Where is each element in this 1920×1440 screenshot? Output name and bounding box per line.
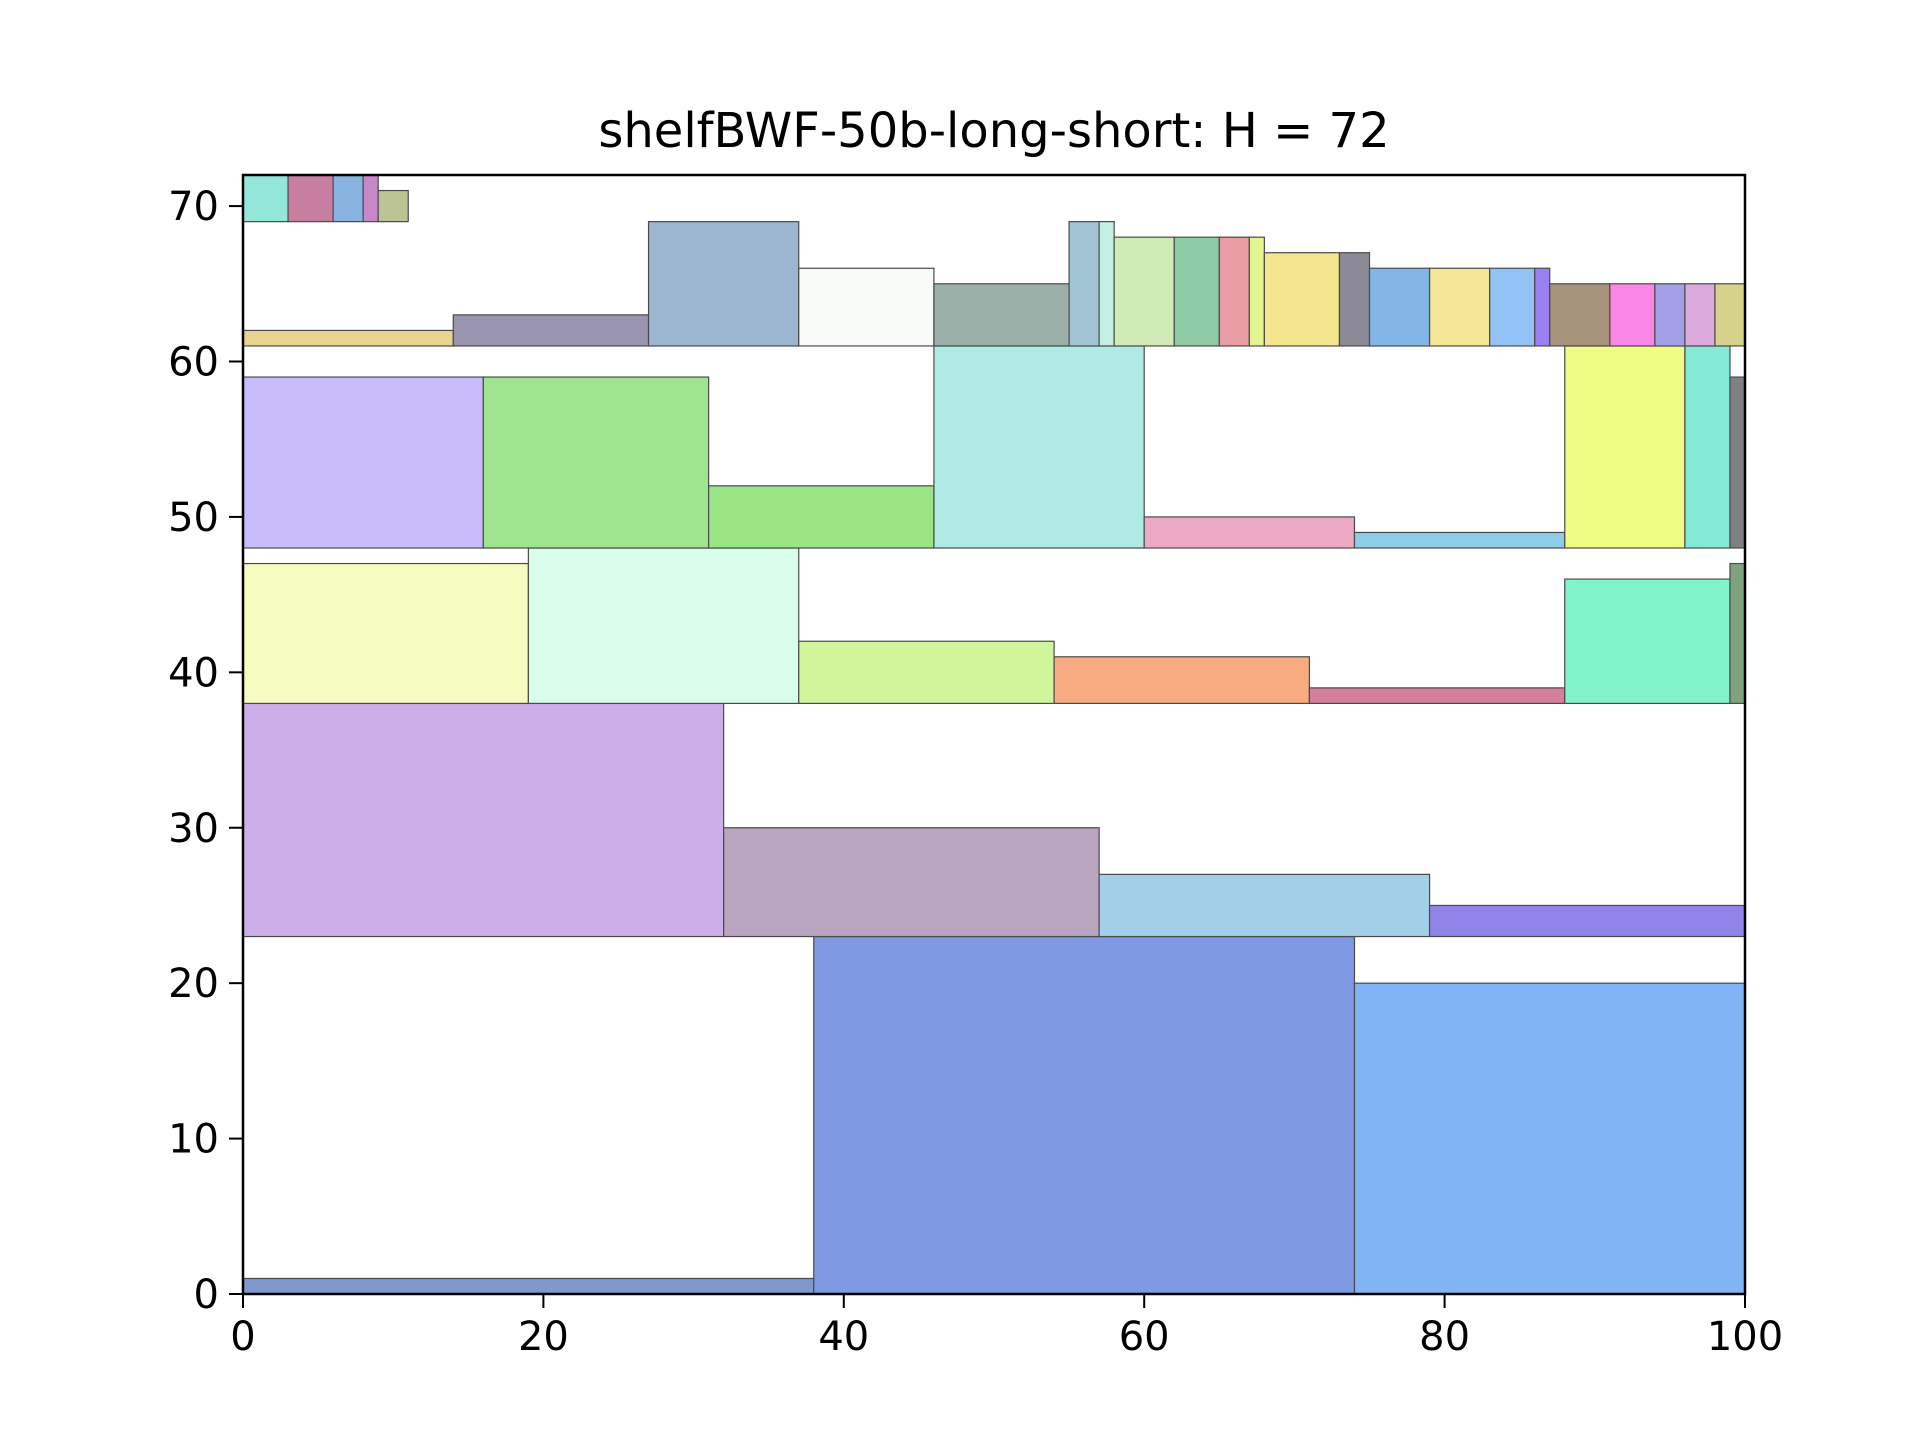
y-tick-label-1: 10 bbox=[168, 1117, 219, 1163]
packed-rect-21 bbox=[1684, 345, 1731, 549]
packed-rect-45 bbox=[242, 174, 289, 223]
y-tick-label-6: 60 bbox=[168, 340, 219, 386]
packed-rect-8 bbox=[527, 547, 800, 705]
packed-rect-27 bbox=[933, 283, 1070, 347]
packed-rect-32 bbox=[1218, 236, 1250, 347]
packed-rect-13 bbox=[1729, 562, 1746, 705]
y-tick-label-0: 0 bbox=[194, 1272, 219, 1318]
packed-rect-22 bbox=[1729, 376, 1746, 549]
packed-rect-26 bbox=[798, 267, 935, 347]
y-tick-label-5: 50 bbox=[168, 495, 219, 541]
packed-rect-18 bbox=[1143, 516, 1356, 549]
packed-rect-23 bbox=[242, 329, 454, 347]
packed-rect-49 bbox=[377, 189, 409, 223]
chart-title: shelfBWF-50b-long-short: H = 72 bbox=[598, 103, 1389, 159]
packed-rect-42 bbox=[1654, 283, 1686, 347]
packed-rect-33 bbox=[1248, 236, 1265, 347]
packed-rect-40 bbox=[1549, 283, 1611, 347]
packed-rect-0 bbox=[242, 1277, 815, 1295]
x-tick-label-1: 20 bbox=[518, 1314, 569, 1360]
packed-rect-36 bbox=[1368, 267, 1431, 347]
packed-rect-3 bbox=[242, 702, 725, 938]
packed-rect-24 bbox=[452, 314, 650, 347]
packed-rect-34 bbox=[1263, 252, 1341, 347]
packed-rect-9 bbox=[798, 640, 1055, 705]
packed-rect-25 bbox=[647, 221, 800, 347]
packed-rect-6 bbox=[1428, 904, 1746, 938]
x-tick-label-4: 80 bbox=[1419, 1314, 1470, 1360]
packed-rect-41 bbox=[1609, 283, 1656, 347]
packed-rect-16 bbox=[708, 485, 935, 549]
packed-rect-1 bbox=[813, 935, 1356, 1295]
packed-rect-5 bbox=[1098, 873, 1431, 938]
packed-rect-31 bbox=[1173, 236, 1220, 347]
packed-rect-38 bbox=[1489, 267, 1536, 347]
packed-rect-47 bbox=[332, 174, 364, 223]
packed-rect-10 bbox=[1053, 656, 1311, 705]
plot-frame bbox=[241, 173, 1747, 1296]
packed-rect-48 bbox=[362, 174, 379, 223]
packed-rect-17 bbox=[933, 345, 1145, 549]
packed-rect-19 bbox=[1353, 531, 1566, 549]
axes-layer: 0 20 40 60 80 100 0 10 20 30 40 50 60 70 bbox=[168, 173, 1783, 1360]
packed-rect-14 bbox=[242, 376, 484, 549]
packed-rect-15 bbox=[482, 376, 710, 549]
rectangles-layer bbox=[242, 174, 1746, 1295]
packed-rect-4 bbox=[723, 827, 1100, 938]
y-tick-label-4: 40 bbox=[168, 650, 219, 696]
packed-rect-44 bbox=[1714, 283, 1746, 347]
y-tick-label-3: 30 bbox=[168, 806, 219, 852]
packed-rect-7 bbox=[242, 562, 529, 705]
packed-rect-28 bbox=[1068, 221, 1100, 347]
packed-rect-29 bbox=[1098, 221, 1115, 347]
packed-rect-43 bbox=[1684, 283, 1716, 347]
packed-rect-12 bbox=[1564, 578, 1731, 705]
packed-rect-20 bbox=[1564, 345, 1686, 549]
x-tick-label-3: 60 bbox=[1119, 1314, 1170, 1360]
packed-rect-30 bbox=[1113, 236, 1175, 347]
packed-rect-2 bbox=[1353, 982, 1746, 1295]
x-tick-label-0: 0 bbox=[230, 1314, 255, 1360]
y-tick-label-2: 20 bbox=[168, 961, 219, 1007]
packed-rect-46 bbox=[287, 174, 334, 223]
x-tick-label-5: 100 bbox=[1707, 1314, 1783, 1360]
packed-rect-35 bbox=[1338, 252, 1371, 347]
packed-rect-37 bbox=[1428, 267, 1491, 347]
y-tick-label-7: 70 bbox=[168, 184, 219, 230]
x-tick-label-2: 40 bbox=[818, 1314, 869, 1360]
packed-rect-11 bbox=[1308, 687, 1566, 705]
packed-rect-39 bbox=[1534, 267, 1551, 347]
